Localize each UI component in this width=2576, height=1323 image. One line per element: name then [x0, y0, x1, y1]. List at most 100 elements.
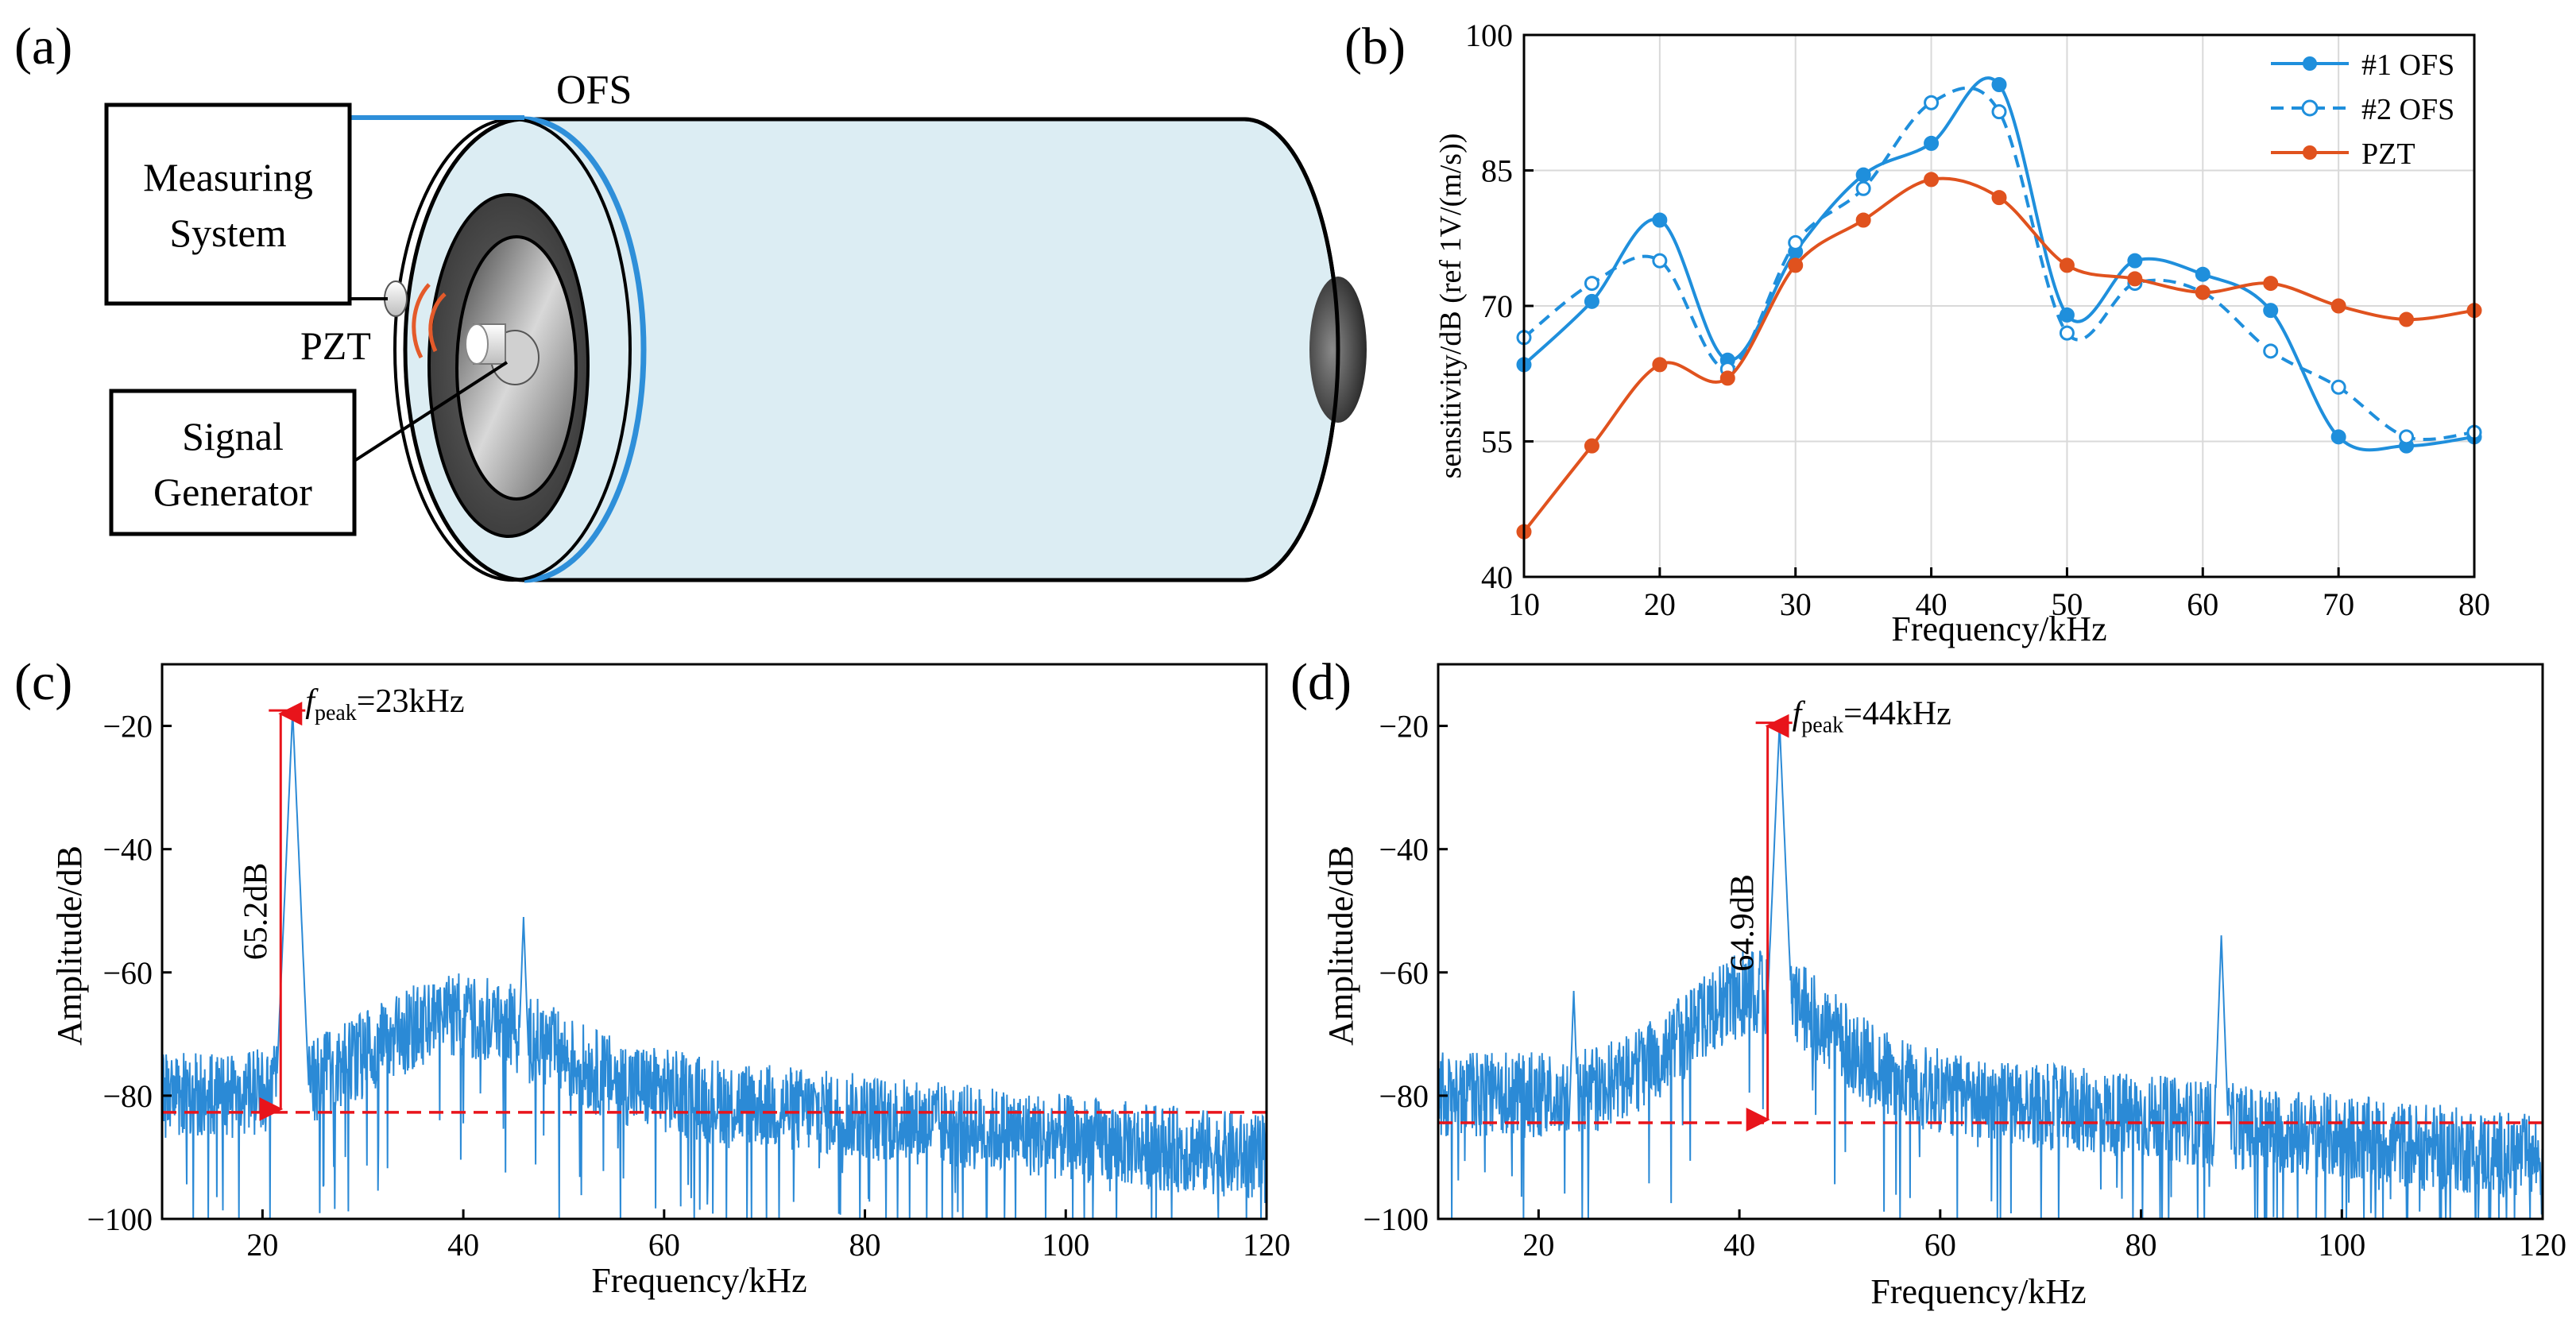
signal-lead: [353, 361, 509, 462]
tick-label-x-c: 60: [648, 1227, 680, 1263]
difference-label-c: 65.2dB: [238, 863, 274, 961]
tick-label-y-c: −80: [102, 1078, 153, 1114]
data-point-series-1: [2263, 303, 2279, 319]
tick-label-y-d: −80: [1379, 1078, 1429, 1114]
spectrum-line-c: [161, 710, 1267, 1220]
panel-label-d: (d): [1290, 653, 1352, 711]
data-point-series-3: [1652, 357, 1668, 373]
peak-label-c: fpeak=23kHz: [305, 683, 464, 725]
signal-generator-line2: Generator: [153, 470, 312, 514]
tick-label-y-b: 40: [1481, 559, 1513, 595]
tick-label-x-b: 70: [2323, 586, 2354, 622]
pzt-wave-icon: [428, 292, 447, 353]
data-point-series-2: [1991, 104, 2007, 120]
panel-label-b: (b): [1344, 17, 1406, 75]
tick-label-x-b: 10: [1508, 586, 1540, 622]
plot-frame-b: [1522, 33, 2476, 578]
tick-label-y-b: 55: [1481, 424, 1513, 460]
measuring-system-box: [104, 103, 352, 306]
legend-label-series-2: #2 OFS: [2361, 93, 2454, 126]
x-axis-label-c: Frequency/kHz: [591, 1261, 806, 1300]
tick-label-y-d: −60: [1379, 955, 1429, 991]
tick-label-x-c: 80: [849, 1227, 881, 1263]
fiber-ring: [524, 116, 647, 583]
spectrum-line-d: [1437, 722, 2543, 1220]
tick-label-x-d: 20: [1522, 1227, 1554, 1263]
tick-label-x-b: 30: [1780, 586, 1812, 622]
panel-b-sensitivity-chart: (b) 10 20 30 40 50 60 70 80 40 55 70 85 100 Frequenc…: [1344, 17, 2490, 648]
data-point-series-2: [2399, 429, 2415, 445]
legend-label-series-1: #1 OFS: [2361, 48, 2454, 82]
data-point-series-3: [1991, 190, 2007, 206]
data-point-series-1: [1652, 212, 1668, 228]
panel-d-spectrum-chart: (d) fpeak=44kHz 64.9dB 20 40 60 80 100 120 −100…: [1290, 653, 2566, 1311]
difference-label-d: 64.9dB: [1725, 874, 1762, 972]
data-point-series-2: [1855, 180, 1871, 196]
pzt-disc: [384, 280, 408, 317]
tick-label-x-b: 80: [2458, 586, 2490, 622]
tick-label-y-d: −20: [1379, 709, 1429, 745]
y-axis-label-b: sensitivity/dB (ref 1V/(m/s)): [1434, 133, 1468, 479]
tick-label-x-d: 100: [2318, 1227, 2365, 1263]
panel-label-a: (a): [14, 17, 72, 75]
data-point-series-2: [2059, 325, 2075, 341]
data-point-series-2: [2263, 343, 2279, 359]
data-point-series-1: [1855, 167, 1871, 183]
data-point-series-3: [1584, 438, 1599, 454]
tick-label-x-c: 40: [447, 1227, 479, 1263]
data-point-series-3: [1788, 257, 1804, 273]
tick-label-y-d: −100: [1363, 1201, 1429, 1237]
tick-label-x-b: 60: [2187, 586, 2218, 622]
fiber-label: OFS: [556, 68, 632, 113]
y-axis-label-c: Amplitude/dB: [50, 845, 89, 1046]
data-point-series-3: [1719, 370, 1735, 386]
data-point-series-3: [1855, 212, 1871, 228]
x-axis-label-d: Frequency/kHz: [1870, 1272, 2086, 1311]
tick-label-x-b: 50: [2051, 586, 2083, 622]
data-point-series-2: [1584, 276, 1599, 292]
tick-label-x-b: 20: [1644, 586, 1676, 622]
pzt-wave-icon-outer: [412, 283, 431, 359]
tick-label-y-c: −20: [102, 709, 153, 745]
data-point-series-3: [1924, 172, 1940, 188]
legend-label-series-3: PZT: [2361, 137, 2415, 171]
data-point-series-2: [1924, 95, 1940, 110]
pzt-label: PZT: [300, 323, 371, 368]
tick-label-x-d: 60: [1924, 1227, 1956, 1263]
cylinder-body: [522, 117, 1340, 582]
tick-label-x-b: 40: [1916, 586, 1947, 622]
peak-label-d: fpeak=44kHz: [1793, 696, 1951, 738]
data-point-series-1: [1584, 293, 1599, 309]
tick-label-y-b: 100: [1465, 17, 1513, 53]
signal-generator-box: [109, 389, 357, 536]
tick-label-y-b: 85: [1481, 153, 1513, 189]
signal-generator-line1: Signal: [182, 414, 284, 458]
tick-label-y-b: 70: [1481, 288, 1513, 324]
tick-label-x-c: 100: [1042, 1227, 1089, 1263]
plot-frame-c: [161, 663, 1268, 1220]
data-point-series-3: [2127, 271, 2143, 287]
tick-label-x-d: 120: [2519, 1227, 2566, 1263]
measuring-system-line1: Measuring: [143, 155, 313, 199]
legend-b: #1 OFS #2 OFS PZT: [2271, 48, 2454, 171]
tick-label-y-c: −40: [102, 832, 153, 868]
tick-label-x-c: 120: [1243, 1227, 1290, 1263]
data-point-series-2: [1652, 253, 1668, 269]
data-point-series-2: [1788, 234, 1804, 250]
panel-c-spectrum-chart: (c) fpeak=23kHz 65.2dB 20 40 60 80 100 120 −100…: [14, 653, 1290, 1300]
tick-label-y-c: −100: [87, 1201, 153, 1237]
panel-label-c: (c): [14, 653, 72, 711]
panel-a-schematic: (a) OFS Measuring System PZT Sig: [14, 17, 1367, 583]
data-point-series-3: [2399, 311, 2415, 327]
tick-label-y-c: −60: [102, 955, 153, 991]
tick-label-y-d: −40: [1379, 832, 1429, 868]
data-point-series-3: [2330, 298, 2346, 314]
x-axis-label-b: Frequency/kHz: [1891, 609, 2106, 648]
series-line-2: [1522, 86, 2475, 441]
data-point-series-1: [1991, 77, 2007, 93]
data-point-series-3: [2263, 276, 2279, 292]
data-point-series-1: [2330, 429, 2346, 445]
data-point-series-1: [2059, 307, 2075, 323]
y-axis-label-d: Amplitude/dB: [1321, 845, 1360, 1046]
